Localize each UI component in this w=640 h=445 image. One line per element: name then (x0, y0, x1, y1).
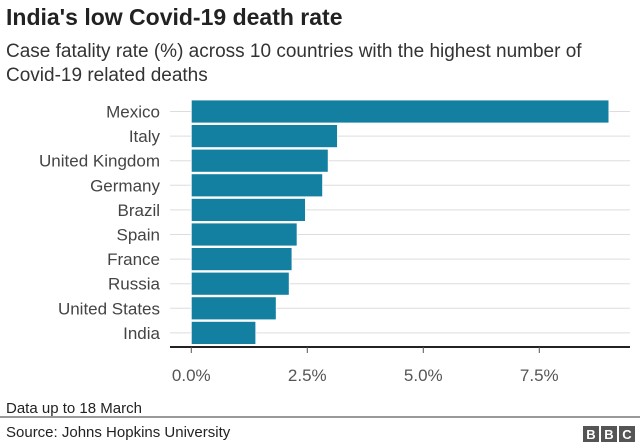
x-tick-label: 2.5% (288, 366, 327, 385)
bar (190, 222, 298, 247)
category-label: Spain (117, 226, 160, 245)
category-label: Mexico (106, 103, 160, 122)
bar (190, 124, 338, 148)
category-label: United Kingdom (39, 152, 160, 171)
category-label: Germany (90, 176, 160, 195)
data-note: Data up to 18 March (6, 400, 142, 417)
category-label: Italy (129, 127, 161, 146)
x-tick-label: 0.0% (172, 366, 211, 385)
bar (190, 99, 610, 124)
category-label: United States (58, 299, 160, 318)
bbc-logo-letter: B (583, 426, 599, 442)
bar (190, 320, 257, 345)
source-text: Source: Johns Hopkins University (6, 424, 231, 441)
x-tick-label: 7.5% (520, 366, 559, 385)
bar-chart: Mexico Italy United Kingdom Germany Brazil Sp… (39, 99, 630, 385)
bbc-logo: B B C (583, 426, 635, 442)
bar (190, 247, 293, 272)
bar (190, 296, 277, 321)
bbc-logo-letter: B (601, 426, 617, 442)
bar (190, 148, 329, 173)
bar (190, 173, 324, 198)
chart-subtitle: Case fatality rate (%) across 10 countri… (6, 41, 582, 86)
category-label: India (123, 324, 160, 343)
category-label: Brazil (117, 201, 160, 220)
bar (190, 197, 306, 222)
category-label: Russia (108, 275, 161, 294)
x-tick-label: 5.0% (404, 366, 443, 385)
footer-divider (0, 416, 640, 418)
chart-title: India's low Covid-19 death rate (6, 4, 343, 30)
category-label: France (107, 250, 160, 269)
bar (190, 271, 290, 296)
bbc-logo-letter: C (619, 426, 635, 442)
